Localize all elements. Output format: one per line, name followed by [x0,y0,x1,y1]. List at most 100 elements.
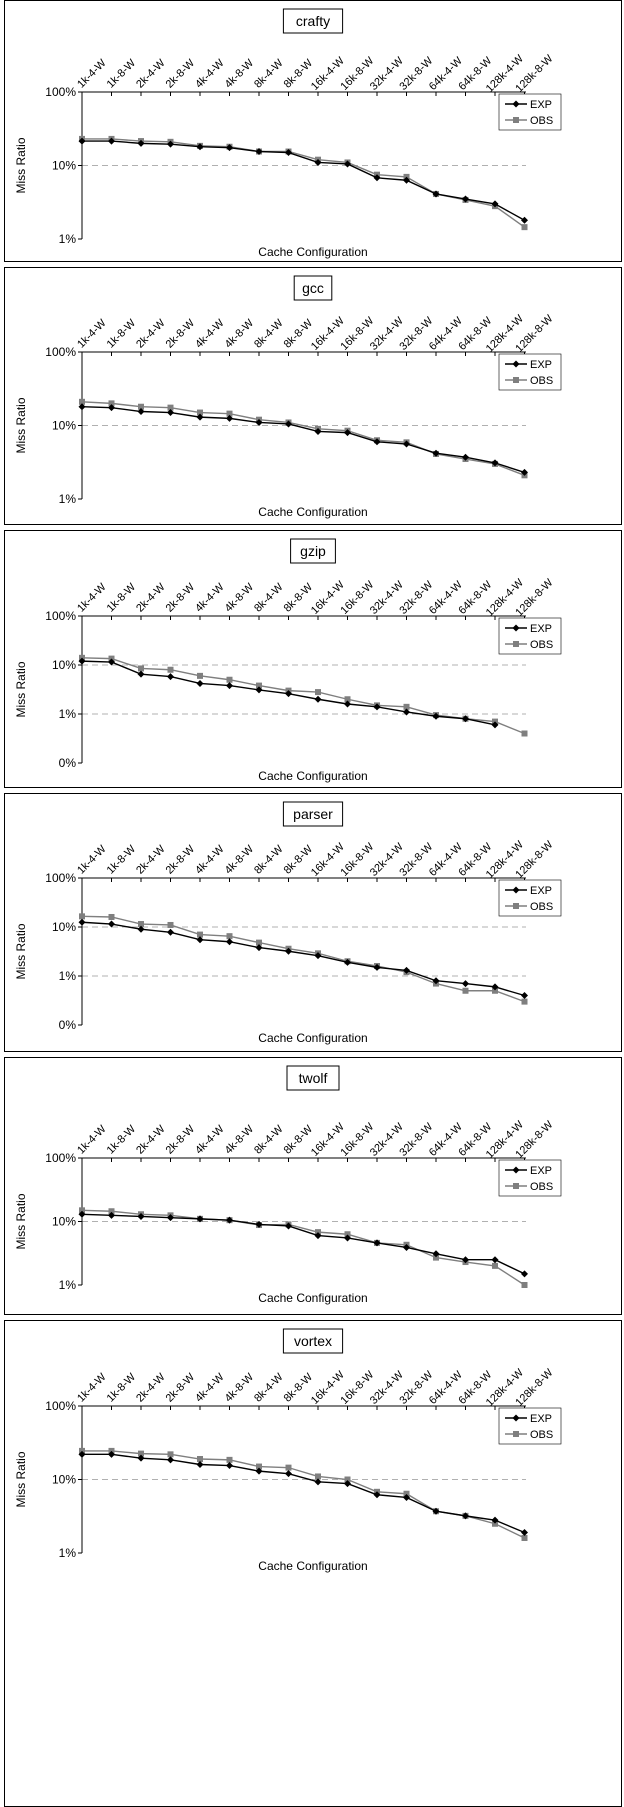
chart-title: parser [293,806,333,822]
data-point-EXP [521,216,528,224]
data-point-EXP [462,715,469,723]
y-tick-label: 1% [59,1278,77,1292]
data-point-EXP [462,453,469,461]
x-tick-label: 4k-8-W [223,1371,257,1405]
x-axis-label: Cache Configuration [258,1031,367,1045]
data-point-OBS [108,913,115,920]
x-tick-label: 4k-8-W [223,581,257,615]
series-line-OBS [82,1450,525,1539]
x-tick-label: 1k-4-W [75,581,109,615]
data-point-EXP [373,438,381,446]
data-point-EXP [196,413,204,421]
x-tick-label: 8k-4-W [252,317,286,351]
data-point-EXP [432,1507,440,1515]
chart-title: crafty [296,13,330,29]
x-tick-label: 8k-4-W [252,581,286,615]
data-point-EXP [167,140,174,148]
data-point-EXP [491,983,499,991]
data-point-EXP [344,958,351,966]
series-line-EXP [81,921,525,997]
series-line-EXP [82,1453,525,1534]
chart-svg: parser 1k-4-W1k-8-W2k-4-W2k-8-W4k-4-W4k-8… [14,801,562,1045]
data-point-EXP [285,420,292,428]
x-tick-label: 2k-8-W [164,581,198,615]
data-point-EXP [314,952,322,960]
legend-label-EXP: EXP [530,1413,552,1425]
chart-panel-parser: parser 1k-4-W 1k-8-W 2k-4-W 2k-8-W 4k-4-W 4k-8… [4,793,622,1052]
chart-panel-gcc: gcc 1k-4-W 1k-8-W 2k-4-W 2k-8-W 4k-4-W 4k-8-W 8… [4,267,622,525]
x-tick-label: 1k-4-W [75,1123,109,1157]
data-point-EXP [344,1234,351,1242]
legend-box [498,93,562,131]
data-point-EXP [403,1243,410,1251]
chart-panel-gzip: gzip 1k-4-W 1k-8-W 2k-4-W 2k-8-W 4k-4-W 4k-8-W… [4,530,622,788]
x-tick-label: 8k-4-W [252,843,286,877]
x-tick-label: 8k-4-W [252,1371,286,1405]
data-point-OBS [462,987,469,994]
data-point-EXP [462,980,469,988]
y-tick-label: 10% [52,419,76,433]
legend-label-EXP: EXP [530,885,552,897]
x-tick-label: 2k-8-W [164,57,198,91]
data-point-EXP [344,160,351,168]
data-point-OBS [226,676,233,683]
x-tick-label: 2k-8-W [164,317,198,351]
legend-marker-EXP [512,360,520,368]
data-point-EXP [78,918,86,926]
data-point-OBS [344,696,351,703]
data-point-EXP [167,1214,174,1222]
data-point-EXP [521,991,528,999]
x-tick-label: 8k-4-W [252,57,286,91]
legend-label-EXP: EXP [530,623,552,635]
x-tick-label: 4k-8-W [223,1123,257,1157]
legend-box [498,879,562,917]
chart-title-box [293,275,333,301]
data-point-EXP [226,682,233,690]
x-tick-label: 2k-4-W [134,57,168,91]
data-point-EXP [521,468,528,476]
y-tick-label: 100% [45,1151,76,1165]
data-point-EXP [196,1460,204,1468]
x-tick-label: 1k-4-W [75,317,109,351]
y-tick-label: 1% [59,492,77,506]
y-tick-label: 1% [59,969,77,983]
data-point-EXP [491,1256,499,1264]
data-point-EXP [403,708,410,716]
legend-marker-EXP [512,100,520,108]
data-point-OBS [492,987,498,994]
data-point-EXP [137,1454,145,1462]
chart-svg: gzip 1k-4-W1k-8-W2k-4-W2k-8-W4k-4-W4k-8-W… [14,538,562,783]
data-point-OBS [79,1207,85,1214]
y-tick-label: 1% [59,707,77,721]
data-point-EXP [491,721,499,729]
data-point-OBS [403,703,410,710]
legend-label-OBS: OBS [530,1429,553,1441]
legend-marker-EXP [512,886,520,894]
data-point-EXP [167,409,174,417]
data-point-EXP [403,1493,410,1501]
data-point-EXP [314,1478,322,1486]
data-point-EXP [373,1491,381,1499]
chart-svg: crafty 1k-4-W1k-8-W2k-4-W2k-8-W4k-4-W4k-8… [14,8,562,259]
data-point-OBS [521,998,528,1005]
y-axis-label: Miss Ratio [14,397,28,453]
data-point-EXP [108,137,115,145]
x-tick-label: 1k-8-W [105,843,139,877]
x-tick-label: 4k-4-W [193,581,227,615]
data-point-EXP [285,947,292,955]
data-point-EXP [137,1212,145,1220]
y-tick-label: 10% [52,658,76,672]
data-point-EXP [108,658,115,666]
data-point-EXP [78,403,86,411]
data-point-OBS [344,1231,351,1238]
data-point-OBS [226,1456,233,1463]
data-point-EXP [78,657,86,665]
data-point-EXP [432,190,440,198]
x-tick-label: 4k-8-W [223,317,257,351]
data-point-EXP [285,1222,292,1230]
data-point-OBS [167,921,174,928]
data-point-EXP [137,670,145,678]
data-point-EXP [226,414,233,422]
legend-box [498,617,562,655]
y-tick-label: 1% [59,1546,77,1560]
